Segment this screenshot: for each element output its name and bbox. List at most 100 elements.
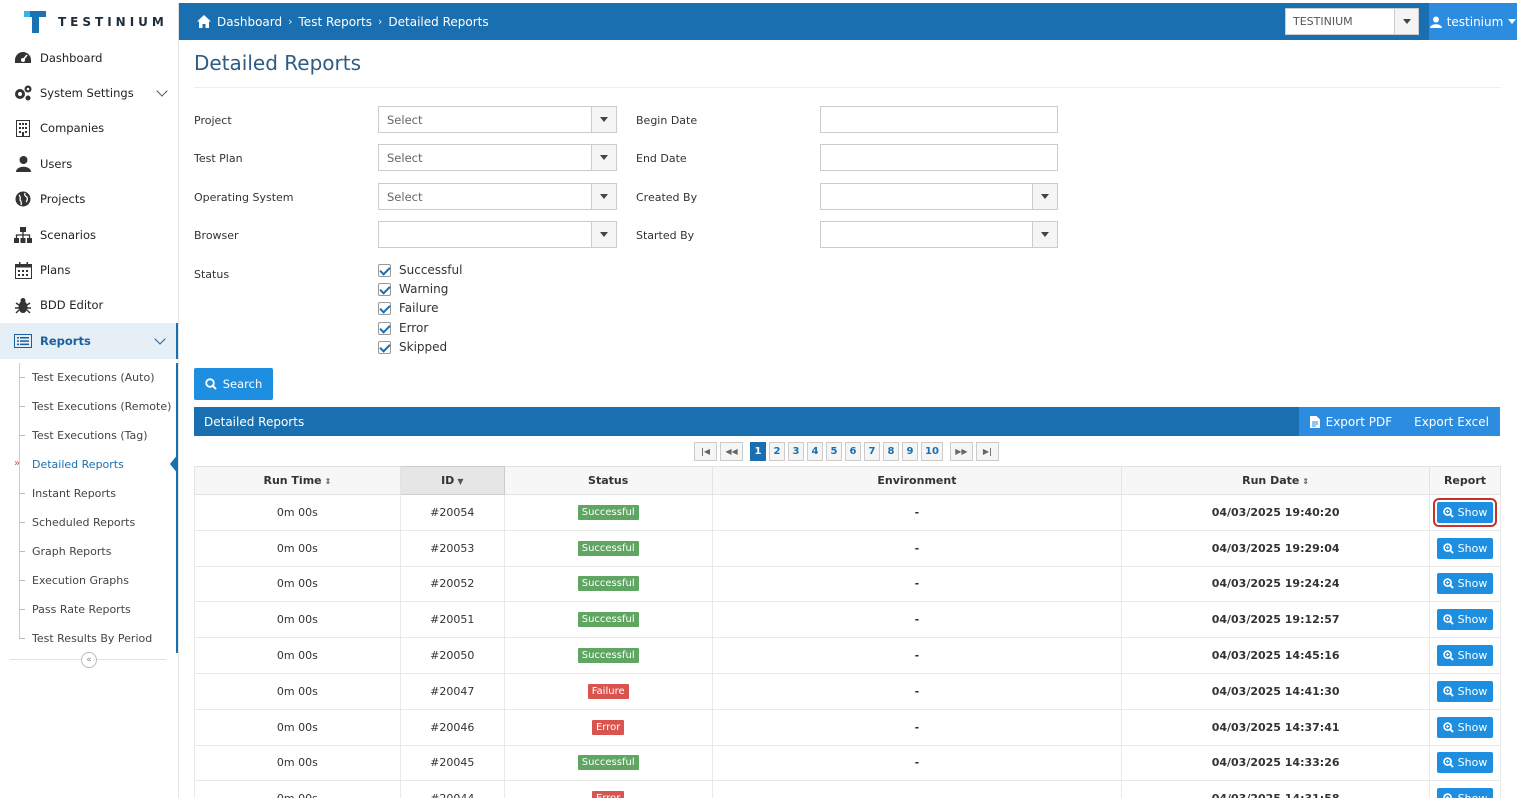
submenu-test-executions-auto[interactable]: Test Executions (Auto) (0, 363, 176, 392)
operating-system-select[interactable]: Select (378, 183, 617, 210)
checkbox-checked-icon[interactable] (378, 263, 391, 277)
status-checkbox-skipped[interactable]: Skipped (378, 340, 447, 354)
sidebar-item-reports[interactable]: Reports (0, 323, 178, 359)
show-button-label: Show (1457, 684, 1488, 698)
sidebar-item-users[interactable]: Users (0, 146, 178, 181)
user-menu[interactable]: testinium (1429, 3, 1517, 40)
browser-select[interactable] (378, 221, 617, 248)
chevron-down-icon[interactable] (1032, 184, 1057, 209)
submenu-test-executions-remote[interactable]: Test Executions (Remote) (0, 392, 176, 421)
checkbox-checked-icon[interactable] (378, 301, 391, 315)
submenu-scheduled-reports[interactable]: Scheduled Reports (0, 508, 176, 537)
submenu-test-results-by-period[interactable]: Test Results By Period (0, 624, 176, 653)
run-time-cell: 0m 00s (194, 780, 401, 798)
show-report-button[interactable]: Show (1432, 497, 1498, 527)
collapse-sidebar-icon[interactable]: « (81, 652, 97, 668)
sidebar-item-label: Projects (40, 192, 86, 207)
status-cell: Error (503, 780, 713, 798)
submenu-label: Instant Reports (32, 486, 116, 500)
submenu-pass-rate-reports[interactable]: Pass Rate Reports (0, 595, 176, 624)
checkbox-checked-icon[interactable] (378, 321, 391, 335)
sidebar-item-projects[interactable]: Projects (0, 182, 178, 217)
show-report-button[interactable]: Show (1436, 573, 1494, 595)
id-cell: #20052 (399, 565, 505, 603)
sidebar-item-companies[interactable]: Companies (0, 111, 178, 146)
status-checkbox-successful[interactable]: Successful (378, 263, 462, 277)
sidebar-item-label: Users (40, 156, 73, 171)
show-report-button[interactable]: Show (1436, 716, 1494, 738)
submenu-instant-reports[interactable]: Instant Reports (0, 479, 176, 508)
sidebar-item-plans[interactable]: Plans (0, 252, 178, 287)
page-button[interactable]: 3 (788, 442, 804, 461)
chevron-down-icon[interactable] (591, 145, 616, 170)
breadcrumb-dashboard[interactable]: Dashboard (217, 14, 283, 29)
submenu-test-executions-tag[interactable]: Test Executions (Tag) (0, 421, 176, 450)
results-panel-title: Detailed Reports (204, 414, 305, 429)
show-report-button[interactable]: Show (1436, 680, 1494, 702)
checkbox-checked-icon[interactable] (378, 282, 391, 296)
export-excel-button[interactable]: Export Excel (1403, 407, 1500, 436)
sidebar-item-bdd-editor[interactable]: BDD Editor (0, 288, 178, 323)
show-report-button[interactable]: Show (1436, 609, 1494, 631)
breadcrumb-test-reports[interactable]: Test Reports (298, 14, 372, 29)
page-button[interactable]: 9 (902, 442, 918, 461)
test-plan-select[interactable]: Select (378, 144, 617, 171)
organization-select[interactable]: TESTINIUM (1285, 8, 1419, 35)
zoom-icon (1442, 686, 1454, 697)
sidebar-item-scenarios[interactable]: Scenarios (0, 217, 178, 252)
search-button[interactable]: Search (194, 368, 273, 400)
begin-date-input[interactable] (820, 106, 1058, 133)
gears-icon (13, 84, 33, 102)
checkbox-checked-icon[interactable] (378, 340, 391, 354)
status-badge: Successful (577, 648, 639, 664)
column-header-run-date[interactable]: Run Date ⇕ (1121, 466, 1430, 495)
chevron-down-icon[interactable] (591, 107, 616, 132)
page-button[interactable]: 2 (769, 442, 785, 461)
logo[interactable]: TESTINIUM (0, 3, 179, 40)
chevron-down-icon[interactable] (591, 222, 616, 247)
submenu-execution-graphs[interactable]: Execution Graphs (0, 566, 176, 595)
show-report-button[interactable]: Show (1436, 788, 1494, 798)
submenu-graph-reports[interactable]: Graph Reports (0, 537, 176, 566)
sidebar-item-dashboard[interactable]: Dashboard (0, 40, 178, 75)
page-button[interactable]: 8 (883, 442, 899, 461)
column-header-id[interactable]: ID ▼ (399, 466, 505, 495)
environment-cell: - (711, 601, 1123, 639)
next-page-icon[interactable]: ▶▶ (949, 442, 973, 461)
chevron-down-icon[interactable] (1032, 222, 1057, 247)
environment-cell: - (711, 565, 1123, 603)
sidebar-item-system-settings[interactable]: System Settings (0, 75, 178, 110)
last-page-icon[interactable]: ▶| (975, 442, 999, 461)
export-pdf-button[interactable]: Export PDF (1299, 407, 1403, 436)
show-report-button[interactable]: Show (1436, 752, 1494, 774)
show-report-button[interactable]: Show (1436, 537, 1494, 559)
page-button[interactable]: 1 (750, 442, 766, 461)
chevron-down-icon[interactable] (1394, 9, 1418, 34)
status-badge: Successful (577, 540, 639, 556)
status-checkbox-failure[interactable]: Failure (378, 301, 438, 315)
submenu-label: Test Results By Period (32, 631, 153, 645)
created-by-select[interactable] (820, 183, 1058, 210)
page-button[interactable]: 10 (921, 442, 943, 461)
home-icon[interactable] (197, 15, 211, 28)
status-checkbox-warning[interactable]: Warning (378, 282, 448, 296)
page-button[interactable]: 5 (826, 442, 842, 461)
submenu-label: Scheduled Reports (32, 515, 136, 529)
table-row: 0m 00s #20052 Successful -04/03/2025 19:24:… (194, 565, 1502, 603)
breadcrumb: Dashboard › Test Reports › Detailed Repo… (179, 15, 489, 29)
project-select[interactable]: Select (378, 106, 617, 133)
status-checkbox-error[interactable]: Error (378, 321, 428, 335)
column-header-run-time[interactable]: Run Time ⇕ (194, 466, 401, 495)
started-by-select[interactable] (820, 221, 1058, 248)
page-button[interactable]: 7 (864, 442, 880, 461)
page-button[interactable]: 4 (807, 442, 823, 461)
chevron-down-icon[interactable] (591, 184, 616, 209)
show-report-button[interactable]: Show (1436, 645, 1494, 667)
page-button[interactable]: 6 (845, 442, 861, 461)
submenu-detailed-reports[interactable]: » Detailed Reports (0, 450, 178, 479)
first-page-icon[interactable]: |◀ (694, 442, 717, 461)
brand-name: TESTINIUM (58, 14, 168, 29)
previous-page-icon[interactable]: ◀◀ (720, 442, 743, 461)
checkbox-label: Warning (399, 282, 449, 296)
end-date-input[interactable] (820, 144, 1058, 171)
